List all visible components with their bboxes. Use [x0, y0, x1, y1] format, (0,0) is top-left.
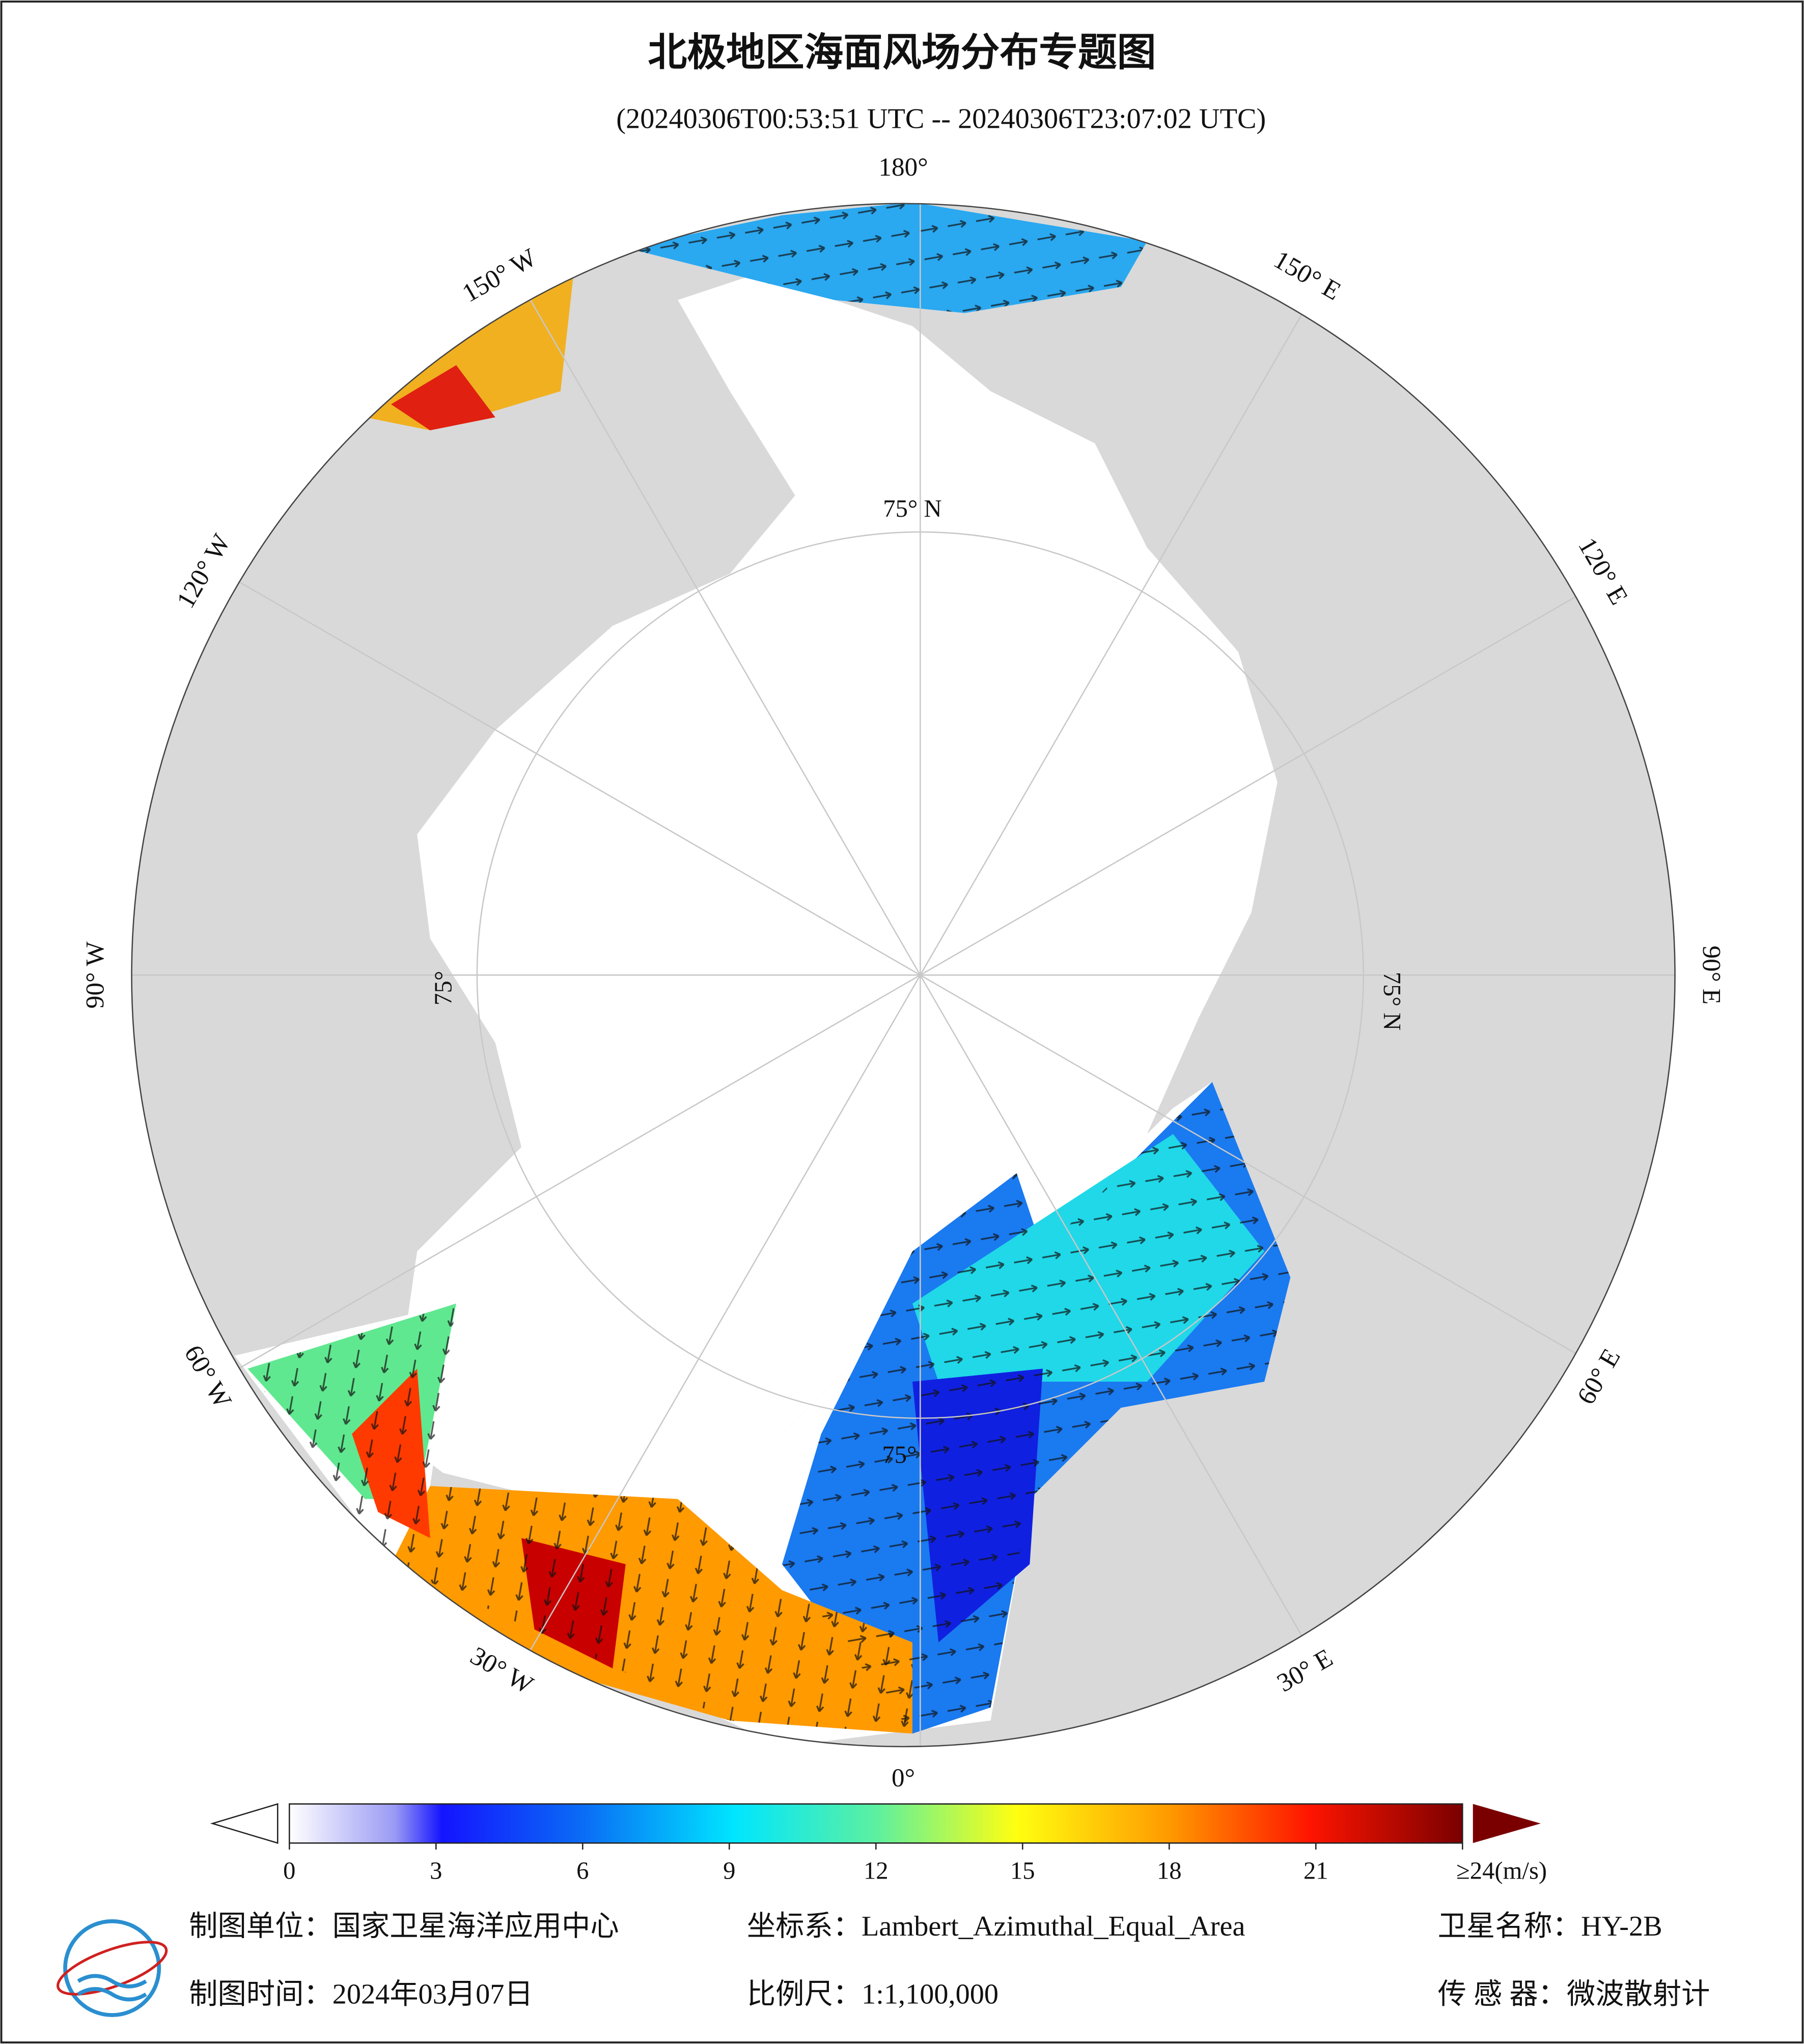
map-border	[131, 203, 1676, 1748]
wind-arrows	[782, 1082, 1291, 1734]
footer-date: 制图时间：2024年03月07日	[189, 1978, 533, 2010]
footer-unit: 制图单位：国家卫星海洋应用中心	[189, 1911, 619, 1942]
wind-arrows	[625, 203, 1147, 313]
colorbar-tick-label: 3	[430, 1857, 442, 1884]
wind-arrows	[247, 1303, 912, 1734]
meridian	[220, 570, 921, 976]
meridian	[920, 974, 1325, 1675]
colorbar-bar	[289, 1803, 1463, 1844]
meridian	[920, 974, 1621, 1380]
footer-projection: 坐标系：Lambert_Azimuthal_Equal_Area	[747, 1911, 1245, 1942]
map-body	[131, 203, 1675, 1747]
meridian	[920, 570, 1621, 976]
colorbar-tick-label: 6	[576, 1857, 589, 1884]
longitude-label: 90° W	[81, 941, 110, 1009]
colorbar-tick-label: 0	[283, 1857, 295, 1884]
colorbar-low-arrow	[210, 1803, 279, 1844]
longitude-label: 180°	[878, 153, 928, 182]
colorbar-high-arrow	[1473, 1804, 1541, 1843]
logo	[57, 1919, 168, 2018]
longitude-label: 0°	[892, 1763, 915, 1793]
colorbar-tick-label: 15	[1010, 1857, 1035, 1884]
footer-sensor: 传 感 器：微波散射计	[1438, 1978, 1710, 2010]
colorbar: 0 3 6 9 12 15 18 21 ≥24(m/s)	[210, 1803, 1547, 1884]
title: 北极地区海面风场分布专题图	[648, 30, 1156, 75]
latitude-labels: 75° N 75° N 75° 75°	[430, 495, 1406, 1469]
latitude-label: 75° N	[883, 495, 941, 522]
latitude-label: 75°	[430, 971, 457, 1005]
meridian	[515, 275, 921, 975]
colorbar-tick-label: 18	[1157, 1857, 1182, 1884]
colorbar-tick-label: 12	[864, 1857, 889, 1884]
meridian	[515, 974, 921, 1675]
latitude-label: 75° N	[1378, 972, 1406, 1030]
latitude-label: 75°	[882, 1441, 917, 1469]
colorbar-tick-label: 21	[1303, 1857, 1328, 1884]
meridian	[220, 974, 921, 1380]
subtitle: (20240306T00:53:51 UTC -- 20240306T23:07…	[616, 103, 1266, 134]
meridian	[920, 275, 1325, 975]
footer-satellite: 卫星名称：HY-2B	[1438, 1911, 1662, 1942]
graticule	[131, 203, 1675, 1747]
footer-scale: 比例尺：1:1,100,000	[747, 1978, 998, 2010]
ocean	[391, 274, 1278, 1499]
wind-bering-red	[391, 365, 495, 431]
colorbar-tick-label: ≥24(m/s)	[1456, 1857, 1547, 1884]
colorbar-tick-label: 9	[723, 1857, 735, 1884]
longitude-label: 90° E	[1697, 945, 1726, 1004]
